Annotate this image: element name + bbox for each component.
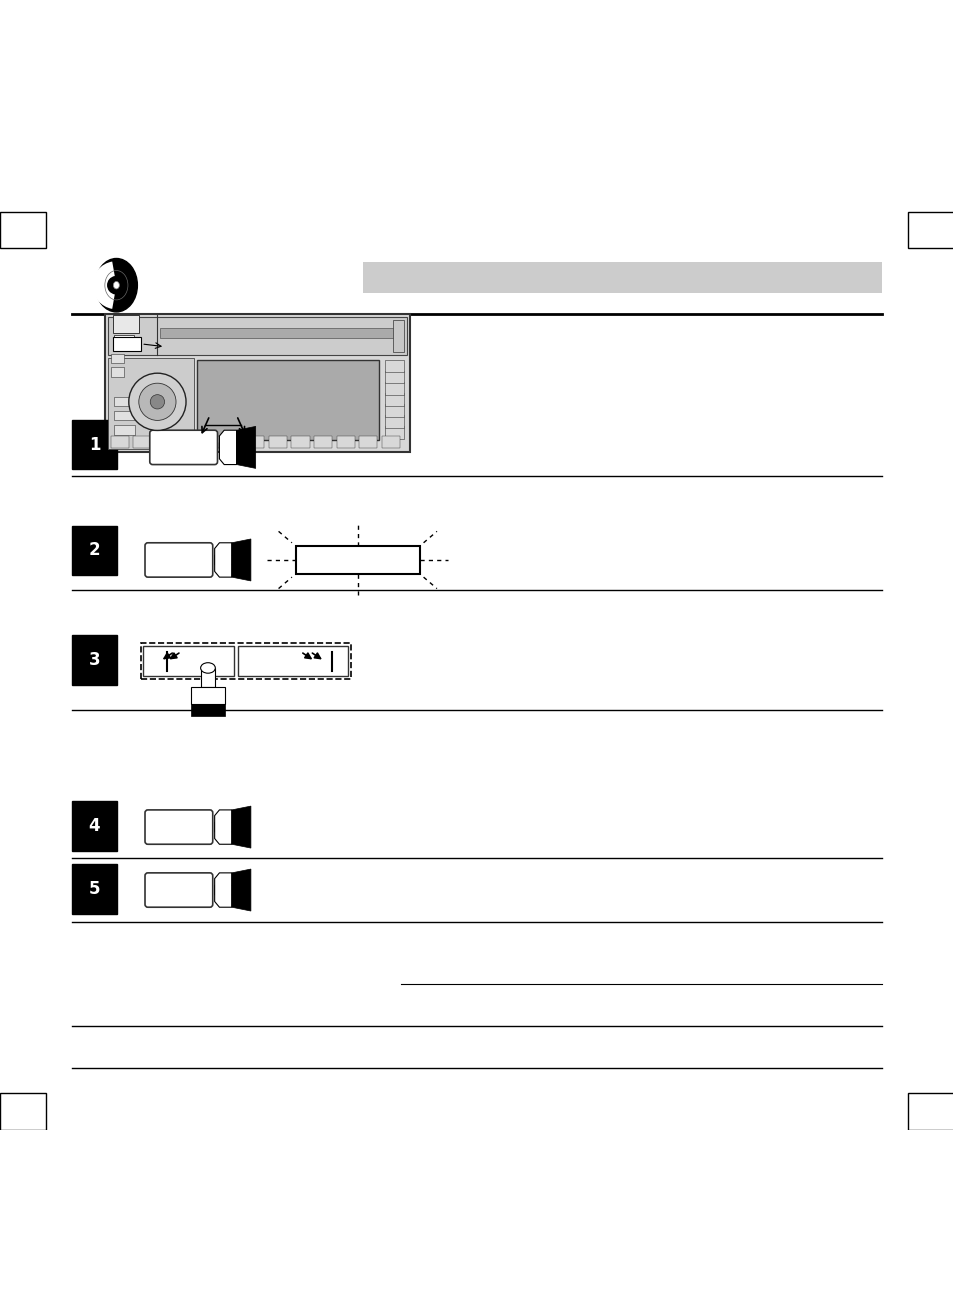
Bar xyxy=(385,415,404,428)
Bar xyxy=(269,436,287,449)
Bar xyxy=(141,643,351,679)
Bar xyxy=(295,545,419,574)
Bar xyxy=(393,320,404,351)
Bar xyxy=(108,317,407,355)
Polygon shape xyxy=(214,543,232,577)
Bar xyxy=(292,436,309,449)
Ellipse shape xyxy=(114,282,118,288)
Polygon shape xyxy=(214,885,241,895)
Polygon shape xyxy=(232,806,251,848)
Bar xyxy=(71,801,117,851)
Bar xyxy=(246,436,264,449)
FancyBboxPatch shape xyxy=(150,431,217,465)
Bar xyxy=(336,436,355,449)
Text: 3: 3 xyxy=(89,651,100,669)
Bar xyxy=(155,436,173,449)
Bar xyxy=(111,436,129,449)
Bar xyxy=(385,360,404,372)
Bar xyxy=(907,211,953,248)
Bar xyxy=(385,393,404,406)
Polygon shape xyxy=(200,668,215,686)
Bar xyxy=(111,354,124,363)
Polygon shape xyxy=(232,869,251,911)
Bar xyxy=(71,526,117,576)
Bar xyxy=(71,420,117,470)
Bar xyxy=(114,397,135,406)
Polygon shape xyxy=(214,873,232,907)
Circle shape xyxy=(129,373,186,431)
Bar xyxy=(907,1094,953,1130)
Polygon shape xyxy=(191,686,225,703)
Polygon shape xyxy=(191,703,225,716)
Ellipse shape xyxy=(95,258,137,312)
Text: 5: 5 xyxy=(89,880,100,898)
FancyBboxPatch shape xyxy=(145,873,213,907)
Bar xyxy=(143,646,233,676)
Bar xyxy=(223,436,241,449)
Polygon shape xyxy=(232,539,251,581)
Bar xyxy=(359,436,377,449)
Polygon shape xyxy=(219,442,246,452)
Bar xyxy=(112,337,141,351)
Bar xyxy=(105,313,410,452)
Circle shape xyxy=(139,384,176,420)
Bar xyxy=(201,436,219,449)
Bar xyxy=(114,335,133,345)
Bar xyxy=(0,1094,46,1130)
Bar xyxy=(71,636,117,685)
Ellipse shape xyxy=(200,663,215,673)
Bar xyxy=(114,411,135,420)
Bar xyxy=(133,436,152,449)
Polygon shape xyxy=(214,810,232,844)
Bar xyxy=(108,358,193,449)
Bar xyxy=(112,316,139,333)
Bar xyxy=(0,211,46,248)
Bar xyxy=(111,367,124,377)
Bar xyxy=(114,425,135,435)
Text: 1: 1 xyxy=(89,436,100,454)
Bar xyxy=(197,360,378,440)
FancyBboxPatch shape xyxy=(145,810,213,844)
Bar xyxy=(385,405,404,416)
Polygon shape xyxy=(236,427,255,468)
Bar xyxy=(385,427,404,438)
Polygon shape xyxy=(214,822,241,831)
Polygon shape xyxy=(219,431,236,465)
Bar xyxy=(314,436,332,449)
Bar xyxy=(238,646,348,676)
Bar xyxy=(178,436,196,449)
Bar xyxy=(160,329,400,338)
Wedge shape xyxy=(92,261,114,309)
Bar xyxy=(362,262,882,292)
Polygon shape xyxy=(214,555,241,565)
Circle shape xyxy=(151,394,165,408)
Bar xyxy=(385,371,404,384)
Text: 2: 2 xyxy=(89,542,100,560)
Bar xyxy=(385,382,404,394)
Bar xyxy=(71,864,117,914)
FancyBboxPatch shape xyxy=(145,543,213,577)
Text: 4: 4 xyxy=(89,817,100,835)
Bar xyxy=(381,436,399,449)
